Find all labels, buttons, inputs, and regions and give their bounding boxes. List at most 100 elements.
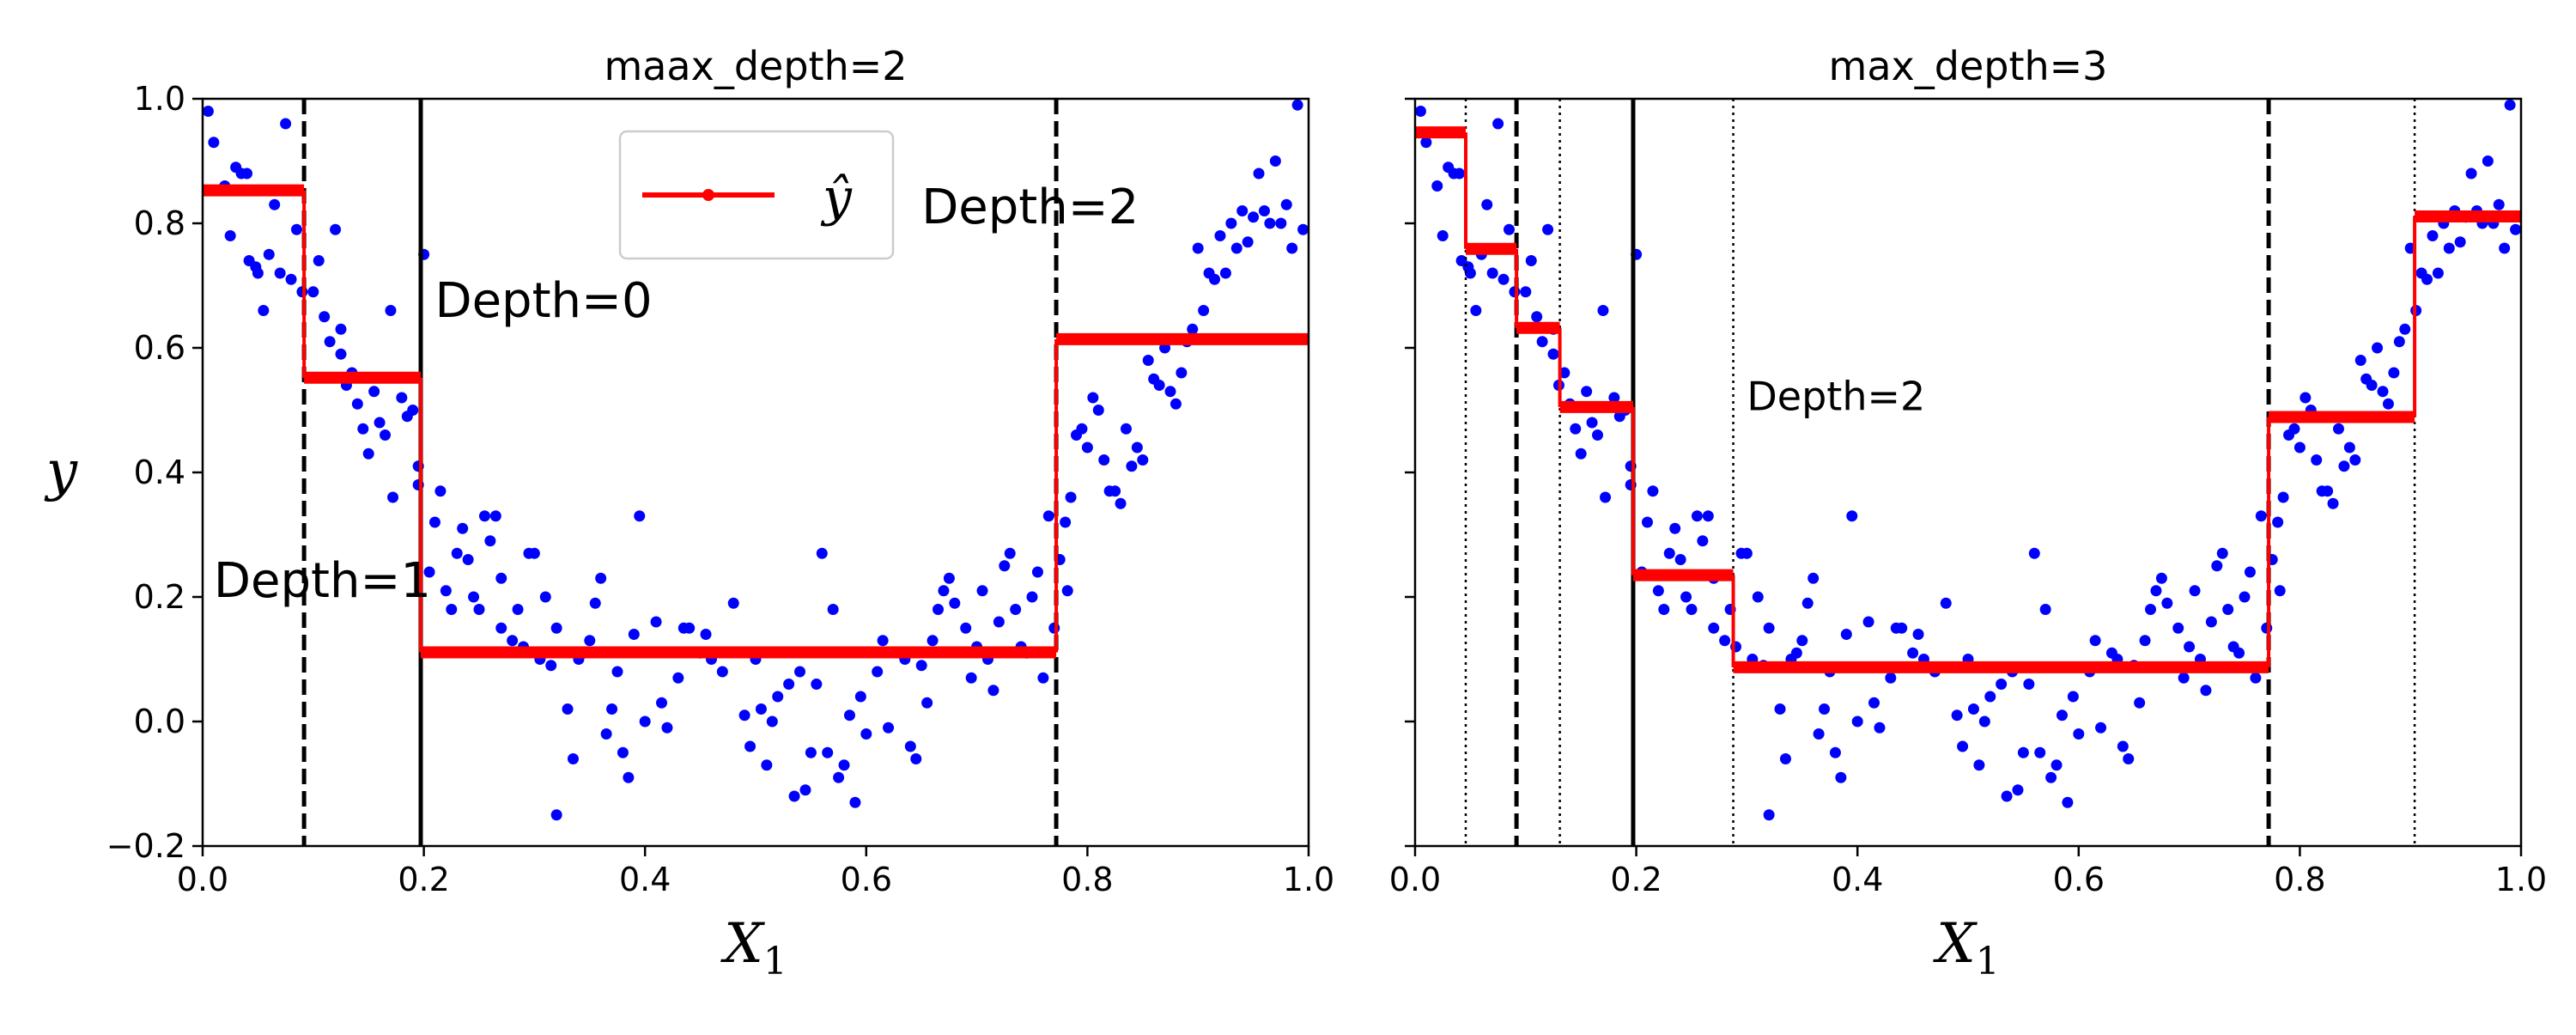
data-point xyxy=(1813,728,1825,740)
data-point xyxy=(507,635,519,647)
data-point xyxy=(1037,672,1049,684)
data-point xyxy=(1520,286,1532,298)
x-axis-label-main: X xyxy=(720,912,765,976)
data-point xyxy=(811,679,823,690)
data-point xyxy=(1951,709,1963,721)
data-point xyxy=(611,666,623,678)
data-point xyxy=(2372,342,2384,354)
data-point xyxy=(1004,547,1016,559)
y-tick-label: −0.2 xyxy=(106,827,185,865)
data-point xyxy=(1492,118,1504,130)
legend-marker xyxy=(702,189,714,201)
data-point xyxy=(550,622,562,634)
data-point xyxy=(2382,398,2394,410)
data-point xyxy=(1680,591,1692,603)
data-point xyxy=(2023,679,2035,690)
x-tick-label: 0.6 xyxy=(841,861,892,898)
data-point xyxy=(495,622,507,634)
data-point xyxy=(396,392,408,404)
data-point xyxy=(1790,647,1802,659)
data-point xyxy=(2056,709,2068,721)
data-point xyxy=(1164,386,1176,398)
data-point xyxy=(1807,572,1820,584)
data-point xyxy=(2482,155,2494,167)
data-point xyxy=(827,604,839,615)
data-point xyxy=(1912,629,1924,640)
data-point xyxy=(595,572,607,584)
data-point xyxy=(335,348,347,360)
data-point xyxy=(1253,167,1265,180)
data-point xyxy=(2178,672,2190,684)
data-point xyxy=(545,660,557,672)
data-point xyxy=(2499,242,2511,254)
data-point xyxy=(1741,547,1753,559)
data-point xyxy=(1752,591,1764,603)
data-point xyxy=(628,629,640,640)
data-point xyxy=(1531,311,1543,323)
data-point xyxy=(1801,597,1814,609)
data-point xyxy=(738,709,750,721)
data-point xyxy=(589,597,601,609)
data-point xyxy=(1779,753,1791,764)
data-point xyxy=(761,759,773,771)
data-point xyxy=(933,604,945,615)
data-point xyxy=(949,597,961,609)
data-point xyxy=(1236,205,1249,216)
y-axis-label: y xyxy=(44,440,78,503)
data-point xyxy=(1081,441,1093,454)
data-point xyxy=(528,547,540,559)
data-point xyxy=(539,591,551,603)
data-point xyxy=(1669,522,1681,534)
data-point xyxy=(1092,405,1104,416)
data-point xyxy=(1719,635,1731,647)
data-point xyxy=(921,697,933,709)
data-point xyxy=(2045,771,2057,783)
data-point xyxy=(2039,604,2051,615)
data-point xyxy=(1851,715,1863,728)
x-tick-label: 0.4 xyxy=(1832,861,1883,898)
data-point xyxy=(2493,198,2505,210)
data-point xyxy=(1065,491,1077,503)
data-point xyxy=(822,746,834,758)
data-point xyxy=(2073,728,2085,740)
data-point xyxy=(772,691,784,703)
data-point xyxy=(833,771,845,783)
data-point xyxy=(1176,367,1188,379)
data-point xyxy=(1846,510,1858,522)
data-point xyxy=(783,679,795,690)
data-point xyxy=(2338,460,2350,472)
data-point xyxy=(1575,447,1587,460)
data-point xyxy=(650,616,662,628)
data-point xyxy=(943,572,955,584)
data-point xyxy=(2034,746,2046,758)
data-point xyxy=(1600,491,1612,503)
data-point xyxy=(1647,485,1659,497)
data-point xyxy=(2012,784,2024,796)
data-point xyxy=(2205,616,2217,628)
x-tick-label: 0.8 xyxy=(1061,861,1113,898)
data-point xyxy=(1586,417,1598,429)
data-point xyxy=(434,485,447,497)
data-point xyxy=(2184,641,2196,653)
data-point xyxy=(2332,423,2344,435)
data-point xyxy=(904,740,916,752)
data-point xyxy=(1547,348,1559,360)
x-tick-label: 1.0 xyxy=(1283,861,1334,898)
data-point xyxy=(1940,597,1952,609)
data-point xyxy=(2095,721,2107,734)
data-point xyxy=(606,703,618,715)
data-point xyxy=(727,597,739,609)
data-point xyxy=(2277,491,2289,503)
data-point xyxy=(2150,585,2162,597)
data-point xyxy=(2134,697,2146,709)
data-point xyxy=(1170,398,1182,410)
data-point xyxy=(849,796,861,808)
data-point xyxy=(2366,380,2378,391)
data-point xyxy=(877,635,889,647)
data-point xyxy=(290,223,302,235)
data-point xyxy=(1996,679,2008,690)
data-point xyxy=(562,703,574,715)
data-point xyxy=(1115,497,1127,509)
